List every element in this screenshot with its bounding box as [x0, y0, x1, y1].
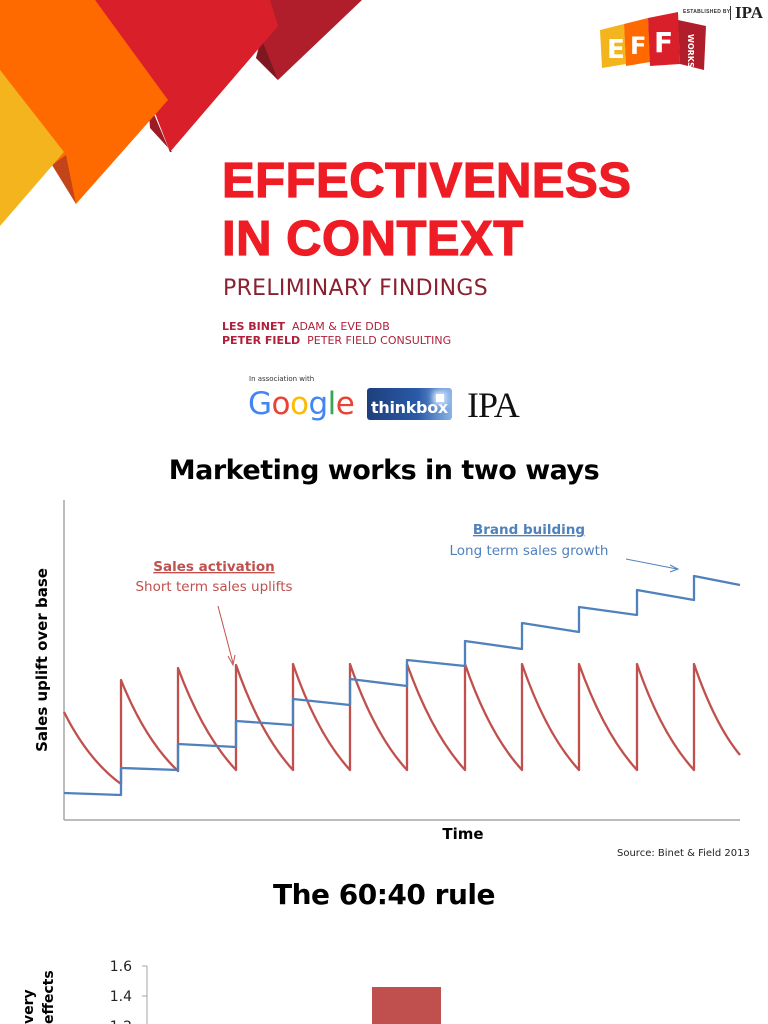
y-axis-label: Sales uplift over base	[33, 568, 51, 752]
established-by-label: ESTABLISHED BY	[683, 9, 731, 15]
author-name: PETER FIELD	[222, 334, 301, 347]
ipa-logo: IPA	[467, 385, 520, 425]
decorative-ribbons	[0, 0, 362, 226]
y-tick-label: 1.6	[110, 959, 132, 975]
svg-text:F: F	[630, 32, 646, 60]
sixty-forty-bar-chart: very effects 1.6 1.4 1.2	[21, 959, 441, 1024]
title-line-1: EFFECTIVENESS	[221, 153, 632, 208]
title-line-2: IN CONTEXT	[221, 211, 524, 266]
brand-building-arrow-icon	[625, 558, 678, 570]
sales-activation-title: Sales activation	[153, 559, 274, 575]
svg-text:E: E	[607, 35, 625, 65]
y-axis-label-line-2: effects	[41, 970, 57, 1024]
bar	[372, 987, 441, 1024]
sales-activation-arrow-icon	[217, 605, 234, 664]
brand-building-title: Brand building	[473, 522, 585, 538]
logo-divider	[730, 6, 731, 20]
authors-list: LES BINET ADAM & EVE DDB PETER FIELD PET…	[222, 320, 451, 348]
author-name: LES BINET	[222, 320, 285, 333]
google-logo: Google	[248, 386, 355, 422]
author-affiliation: ADAM & EVE DDB	[291, 320, 390, 333]
thinkbox-glow-square	[436, 394, 444, 402]
ipa-logo-small: IPA	[735, 3, 764, 22]
svg-text:F: F	[654, 26, 673, 59]
thinkbox-label: thinkbox	[371, 398, 448, 417]
svg-text:WORKS: WORKS	[686, 34, 695, 68]
x-axis-label: Time	[442, 825, 483, 843]
thinkbox-logo: thinkbox	[367, 388, 452, 420]
brand-building-series	[63, 574, 741, 797]
association-label: In association with	[249, 375, 315, 383]
eff-works-logo: E F F WORKS	[600, 12, 706, 70]
section-heading-60-40-rule: The 60:40 rule	[273, 878, 495, 911]
chart-source-note: Source: Binet & Field 2013	[617, 848, 750, 859]
author-affiliation: PETER FIELD CONSULTING	[307, 334, 452, 347]
section-heading-two-ways: Marketing works in two ways	[168, 455, 600, 486]
brand-building-desc: Long term sales growth	[450, 543, 609, 559]
report-subtitle: PRELIMINARY FINDINGS	[223, 276, 488, 301]
y-tick-label: 1.2	[110, 1019, 132, 1024]
y-tick-label: 1.4	[110, 989, 132, 1005]
sales-activation-desc: Short term sales uplifts	[135, 579, 292, 595]
marketing-two-ways-chart: Sales activation Short term sales uplift…	[33, 500, 741, 843]
sales-activation-series	[62, 662, 741, 786]
report-title: EFFECTIVENESS IN CONTEXT	[221, 152, 632, 268]
author-row: LES BINET ADAM & EVE DDB	[222, 320, 451, 334]
author-row: PETER FIELD PETER FIELD CONSULTING	[222, 334, 451, 348]
y-axis-label-line-1: very	[21, 989, 37, 1024]
